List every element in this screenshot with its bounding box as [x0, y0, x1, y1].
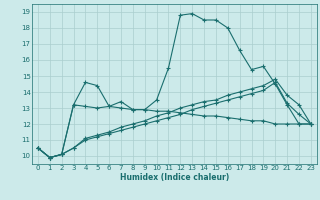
- X-axis label: Humidex (Indice chaleur): Humidex (Indice chaleur): [120, 173, 229, 182]
